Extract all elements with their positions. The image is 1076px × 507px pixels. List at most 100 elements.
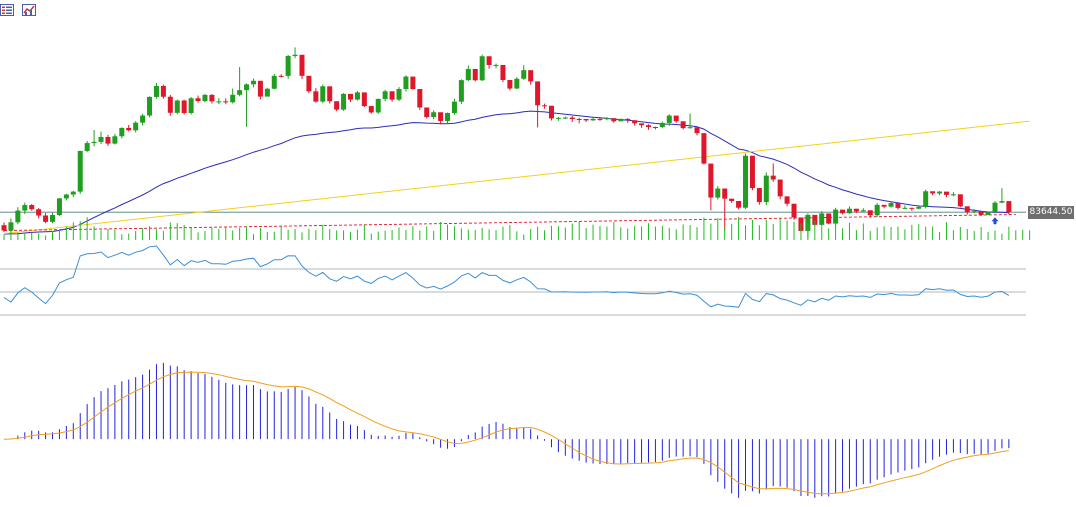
candle-body [160, 85, 166, 97]
candle-body [36, 209, 42, 216]
candle-body [451, 101, 457, 114]
candle-body [950, 194, 956, 196]
candle-body [195, 98, 201, 102]
candle-body [50, 215, 56, 222]
candle-body [881, 204, 887, 207]
candle-body [819, 213, 825, 225]
candle-body [639, 123, 645, 126]
candle-body [105, 136, 111, 144]
candle-body [694, 127, 700, 134]
candle-body [431, 112, 437, 118]
candle-body [209, 94, 215, 102]
candle-body [264, 88, 270, 97]
candle-body [770, 175, 776, 180]
candle-body [313, 91, 319, 102]
candle-body [126, 127, 132, 131]
candle-body [188, 98, 194, 114]
candle-body [98, 136, 104, 142]
candle-body [181, 100, 187, 114]
candle-body [992, 202, 998, 213]
candle-body [888, 203, 894, 207]
candle-body [687, 127, 693, 129]
candle-body [777, 179, 783, 197]
candle-body [410, 76, 416, 89]
candle-body [659, 122, 665, 128]
candle-body [555, 117, 561, 119]
volume-pane [3, 217, 1031, 240]
chart-properties-icon[interactable] [22, 4, 36, 16]
candle-body [140, 115, 146, 123]
candle-body [964, 206, 970, 213]
candle-body [70, 191, 76, 195]
candle-body [826, 213, 832, 224]
candle-body [382, 91, 388, 99]
candle-body [153, 85, 159, 97]
candle-body [583, 119, 589, 121]
candle-body [701, 133, 707, 164]
candle-body [999, 201, 1005, 203]
candle-body [361, 92, 367, 107]
candle-body [548, 105, 554, 119]
candle-body [749, 155, 755, 189]
rsi-pane [0, 245, 1026, 316]
trendline [3, 214, 1016, 231]
candle-body [507, 80, 513, 89]
candle-body [937, 191, 943, 194]
candle-body [306, 75, 312, 92]
candle-body [250, 80, 256, 85]
candle-body [943, 191, 949, 195]
candle-body [271, 75, 277, 89]
candle-body [743, 155, 749, 208]
candle-body [29, 205, 35, 210]
candle-body [22, 205, 28, 211]
candle-body [756, 188, 762, 203]
candle-body [978, 211, 984, 215]
candle-body [985, 212, 991, 215]
candle-body [722, 188, 728, 199]
candle-body [971, 211, 977, 213]
list-icon[interactable] [0, 4, 14, 16]
candle-body [486, 56, 492, 65]
candle-body [285, 56, 291, 76]
candle-body [840, 209, 846, 214]
price-pane [0, 47, 1030, 238]
candle-body [853, 208, 859, 212]
candle-body [375, 98, 381, 113]
candle-body [895, 203, 901, 208]
candle-body [632, 120, 638, 124]
candle-body [902, 207, 908, 209]
candle-body [84, 143, 90, 151]
candle-body [805, 214, 811, 231]
candle-body [576, 118, 582, 120]
candle-body [223, 101, 229, 103]
candle-body [569, 117, 575, 119]
candle-body [611, 118, 617, 122]
candle-body [77, 150, 83, 192]
candle-body [618, 118, 624, 122]
candle-body [320, 86, 326, 102]
candle-body [396, 88, 402, 100]
candle-body [348, 93, 353, 100]
candle-body [909, 207, 915, 209]
candle-body [244, 84, 250, 91]
candle-body [424, 107, 430, 118]
candle-body [112, 136, 118, 144]
candle-body [874, 204, 880, 216]
candle-body [500, 64, 506, 81]
candle-body [292, 54, 298, 57]
candle-body [666, 115, 672, 123]
macd-signal-line [3, 371, 1009, 495]
candle-body [147, 96, 153, 116]
candle-body [930, 191, 936, 194]
candle-body [625, 118, 631, 121]
candle-body [438, 112, 444, 121]
candle-body [542, 105, 548, 107]
candle-body [368, 106, 374, 113]
moving-average-line-2 [3, 120, 1030, 235]
candle-body [56, 198, 62, 216]
candle-body [237, 90, 243, 95]
candle-body [278, 75, 284, 77]
candle-body [833, 209, 839, 224]
candle-body [479, 56, 485, 81]
